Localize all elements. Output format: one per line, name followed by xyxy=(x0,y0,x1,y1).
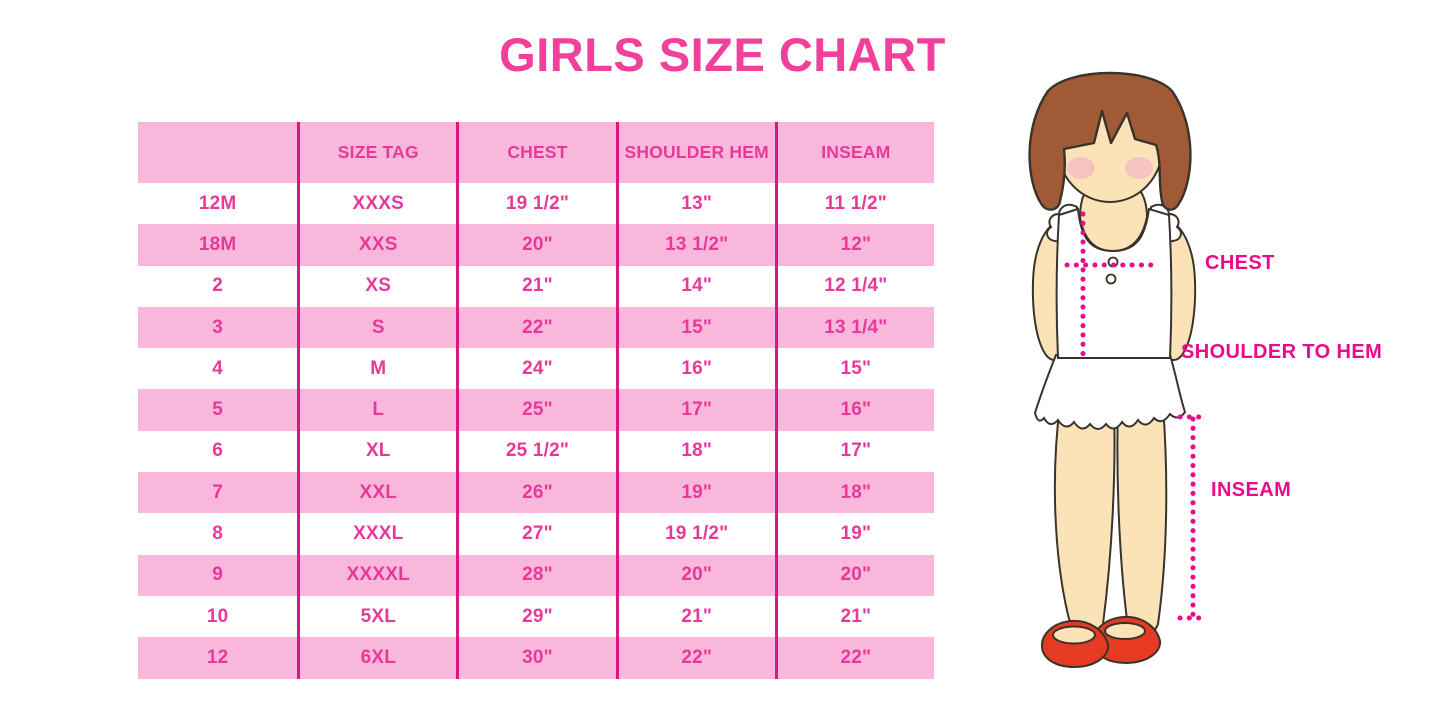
size-value-cell: 19" xyxy=(615,472,775,514)
size-value-cell: 13" xyxy=(615,183,775,225)
left-leg xyxy=(1053,404,1116,636)
size-value-cell: 15" xyxy=(774,348,934,390)
size-label-cell: 6 xyxy=(138,430,298,473)
size-value-cell: 22" xyxy=(774,637,934,679)
size-label-cell: 4 xyxy=(138,348,298,390)
size-value-cell: XXL xyxy=(297,472,457,514)
size-label-cell: 9 xyxy=(138,554,298,596)
size-value-cell: XXXL xyxy=(297,513,457,555)
column-header: SIZE TAG xyxy=(297,122,457,183)
size-value-cell: XXS xyxy=(297,224,457,266)
size-value-cell: 19 1/2" xyxy=(456,183,616,225)
size-value-cell: 20" xyxy=(456,224,616,266)
size-value-cell: 21" xyxy=(456,265,616,307)
size-value-cell: M xyxy=(297,348,457,390)
size-value-cell: 15" xyxy=(615,306,775,349)
bottom-button xyxy=(1105,273,1117,285)
size-value-cell: 17" xyxy=(615,389,775,431)
column-header: SHOULDER HEM xyxy=(615,122,775,183)
size-value-cell: XXXXL xyxy=(297,554,457,596)
size-value-cell: 30" xyxy=(456,637,616,679)
size-value-cell: 16" xyxy=(615,348,775,390)
size-value-cell: 20" xyxy=(615,554,775,596)
size-value-cell: 21" xyxy=(615,595,775,638)
column-header: CHEST xyxy=(456,122,616,183)
top-garment xyxy=(1055,207,1173,359)
size-value-cell: 20" xyxy=(774,554,934,596)
size-value-cell: 24" xyxy=(456,348,616,390)
size-label-cell: 2 xyxy=(138,265,298,307)
right-leg xyxy=(1116,404,1168,638)
size-value-cell: 25" xyxy=(456,389,616,431)
size-label-cell: 10 xyxy=(138,595,298,638)
size-label-cell: 5 xyxy=(138,389,298,431)
size-label-cell: 18M xyxy=(138,224,298,266)
column-header: INSEAM xyxy=(774,122,934,183)
size-value-cell: 12" xyxy=(774,224,934,266)
inseam-measurement-label: INSEAM xyxy=(1211,479,1292,501)
size-label-cell: 7 xyxy=(138,472,298,514)
left-blush xyxy=(1067,157,1095,179)
size-table: SIZE TAG CHEST SHOULDER HEM INSEAM 12M XXXS 19… xyxy=(138,122,934,679)
shoulder-to-hem-measurement-label: SHOULDER TO HEM xyxy=(1181,341,1383,363)
size-value-cell: 12 1/4" xyxy=(774,265,934,307)
left-shoe-opening xyxy=(1052,625,1096,645)
size-value-cell: 22" xyxy=(615,637,775,679)
measurement-diagram: CHEST SHOULDER TO HEM INSEAM xyxy=(980,55,1445,715)
size-value-cell: 13 1/4" xyxy=(774,306,934,349)
right-blush xyxy=(1125,157,1153,179)
corner-header-cell xyxy=(138,122,298,183)
hair xyxy=(1028,71,1192,211)
page-title: GIRLS SIZE CHART xyxy=(499,28,946,81)
size-value-cell: 5XL xyxy=(297,595,457,638)
size-value-cell: 29" xyxy=(456,595,616,638)
size-value-cell: 16" xyxy=(774,389,934,431)
size-value-cell: 18" xyxy=(774,472,934,514)
size-label-cell: 8 xyxy=(138,513,298,555)
size-value-cell: 14" xyxy=(615,265,775,307)
size-label-cell: 12 xyxy=(138,637,298,679)
size-value-cell: 18" xyxy=(615,430,775,473)
girl-illustration xyxy=(1028,71,1210,669)
size-value-cell: 17" xyxy=(774,430,934,473)
size-value-cell: XL xyxy=(297,430,457,473)
size-value-cell: XS xyxy=(297,265,457,307)
chest-measurement-label: CHEST xyxy=(1205,252,1275,274)
size-value-cell: 19" xyxy=(774,513,934,555)
size-value-cell: 19 1/2" xyxy=(615,513,775,555)
size-value-cell: 21" xyxy=(774,595,934,638)
size-value-cell: 25 1/2" xyxy=(456,430,616,473)
size-value-cell: XXXS xyxy=(297,183,457,225)
size-label-cell: 3 xyxy=(138,306,298,349)
size-value-cell: 6XL xyxy=(297,637,457,679)
size-value-cell: 28" xyxy=(456,554,616,596)
size-value-cell: 27" xyxy=(456,513,616,555)
size-value-cell: S xyxy=(297,306,457,349)
size-value-cell: 26" xyxy=(456,472,616,514)
skirt-ruffle xyxy=(1033,354,1187,430)
size-label-cell: 12M xyxy=(138,183,298,225)
size-value-cell: 11 1/2" xyxy=(774,183,934,225)
size-value-cell: 22" xyxy=(456,306,616,349)
size-value-cell: L xyxy=(297,389,457,431)
size-value-cell: 13 1/2" xyxy=(615,224,775,266)
right-shoe-opening xyxy=(1104,622,1146,640)
